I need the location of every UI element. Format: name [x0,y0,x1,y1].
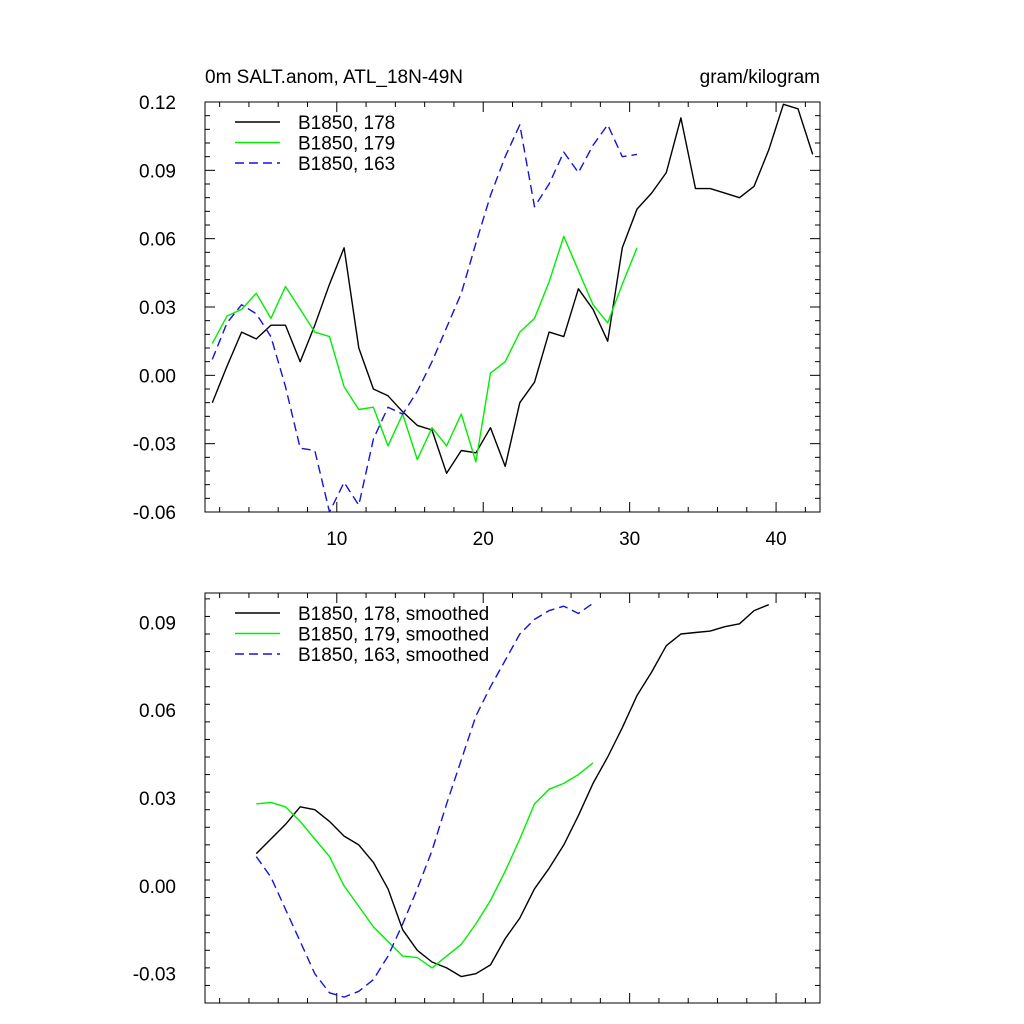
x-axis [219,593,806,1003]
units-label: gram/kilogram [700,67,820,88]
series-line-1 [255,604,770,978]
y-tick-label: 0.03 [139,789,176,810]
bottom-panel: -0.03 0.00 0.03 0.06 0.09 B1850, 178, smooth… [133,592,821,1004]
series-line-3 [211,124,638,513]
legend-label: B1850, 178 [298,113,395,134]
y-tick-label: 0.06 [139,230,176,251]
series-layer [211,103,814,513]
x-tick-label: 30 [619,529,640,550]
y-tick-label: -0.03 [133,965,176,986]
y-tick-label: 0.12 [139,93,176,114]
chart-title: 0m SALT.anom, ATL_18N-49N [205,67,463,88]
y-tick-label: 0.09 [139,613,176,634]
x-tick-label: 10 [326,529,347,550]
x-axis: 10 20 30 40 [219,102,806,550]
x-tick-label: 20 [473,529,494,550]
y-tick-label: -0.03 [133,435,176,456]
y-tick-label: 0.00 [139,366,176,387]
y-tick-label: 0.00 [139,877,176,898]
legend-label: B1850, 163, smoothed [298,645,489,666]
y-tick-label: -0.06 [133,503,176,524]
series-line-2 [256,762,594,969]
legend-label: B1850, 178, smoothed [298,604,489,625]
y-tick-label: 0.03 [139,298,176,319]
series-line-3 [255,602,594,998]
legend-label: B1850, 179, smoothed [298,625,489,646]
top-panel: 0m SALT.anom, ATL_18N-49N gram/kilogram … [133,67,821,550]
legend-label: B1850, 163 [298,154,395,175]
series-layer [255,602,770,998]
y-tick-label: 0.06 [139,701,176,722]
legend-label: B1850, 179 [298,134,395,155]
series-line-1 [211,103,814,474]
series-line-2 [211,235,638,463]
y-tick-label: 0.09 [139,161,176,182]
x-tick-label: 40 [766,529,787,550]
y-axis: -0.06 -0.03 0.00 0.03 0.06 0.09 0.12 [133,93,820,524]
y-axis: -0.03 0.00 0.03 0.06 0.09 [133,598,820,1004]
